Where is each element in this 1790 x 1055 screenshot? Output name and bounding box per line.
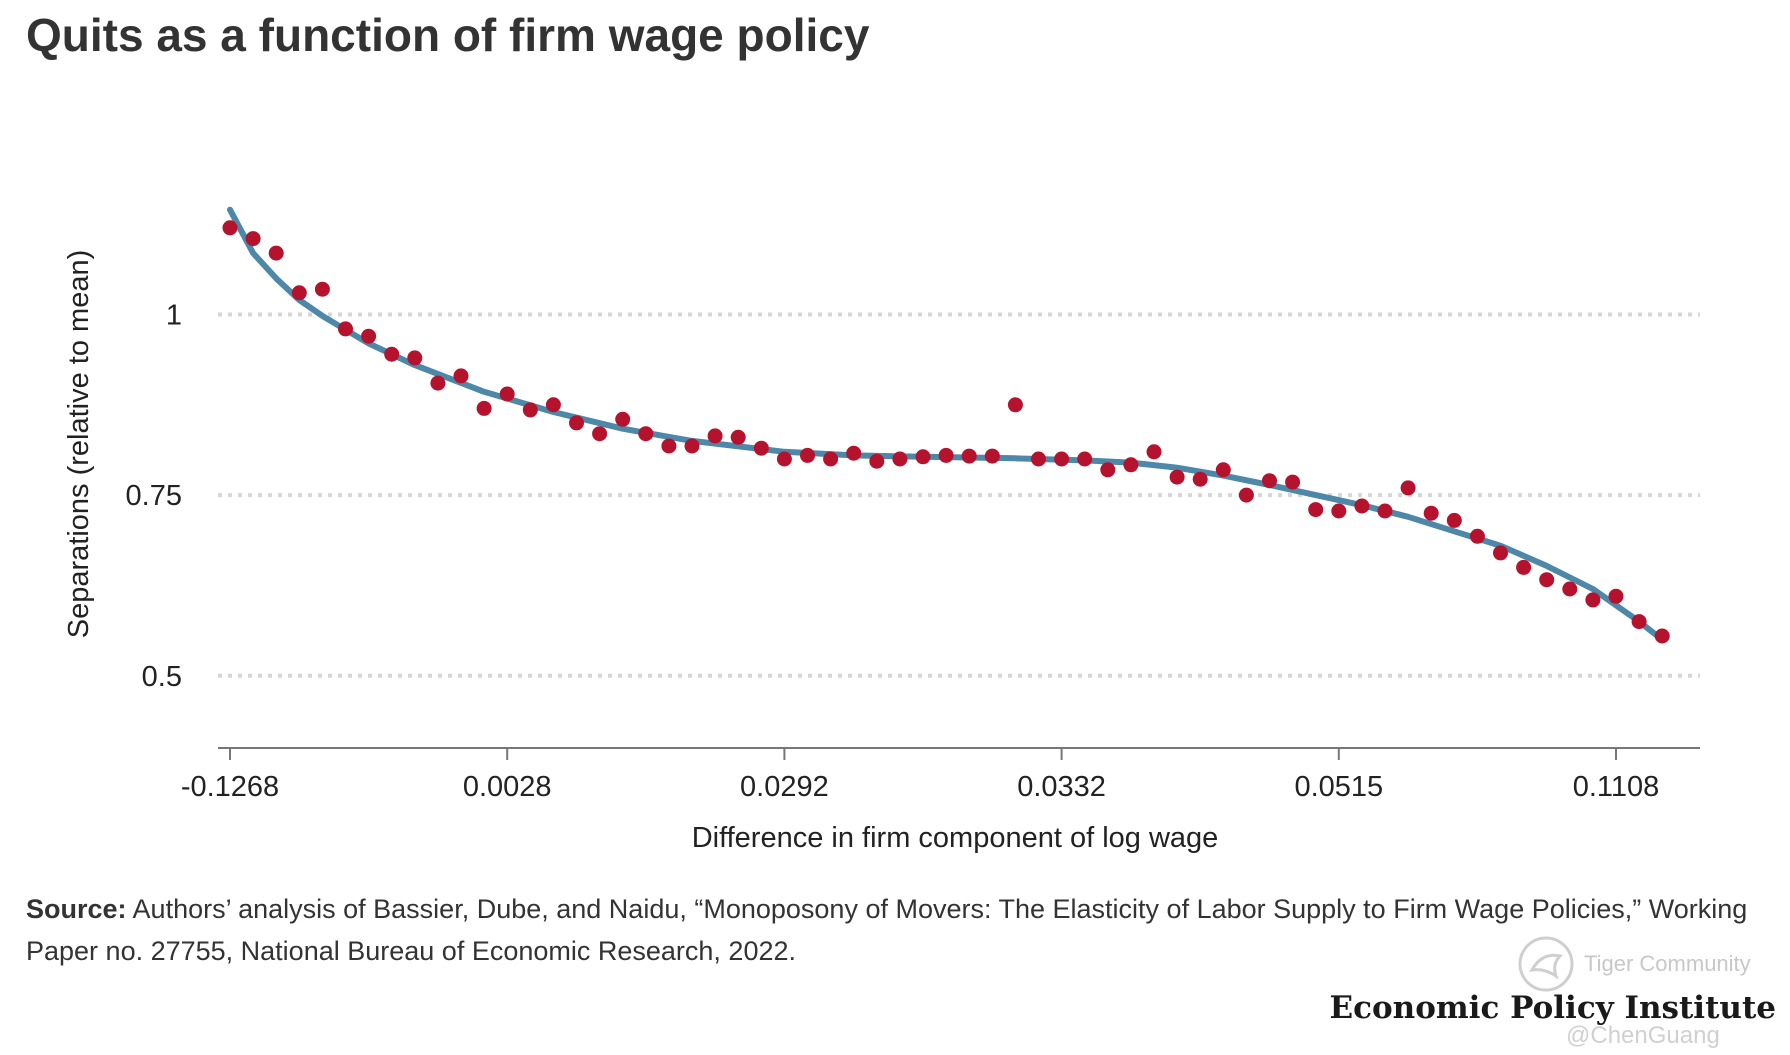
data-point [522, 402, 538, 418]
watermark: Tiger Community [1516, 934, 1751, 994]
data-point [1192, 471, 1208, 487]
data-point [338, 321, 353, 337]
data-point [800, 447, 815, 463]
data-point [268, 245, 284, 261]
data-point [753, 440, 769, 456]
fit-curve-group [227, 206, 1666, 643]
data-point [545, 397, 561, 413]
data-point [1054, 451, 1070, 467]
x-tick-label: 0.0515 [1294, 771, 1383, 803]
data-point [1608, 588, 1624, 604]
data-point [638, 426, 654, 442]
gridlines [218, 312, 1700, 678]
data-point [1238, 487, 1254, 503]
data-point [1285, 474, 1301, 490]
y-tick-label: 0.5 [142, 661, 182, 693]
x-axis-label: Difference in firm component of log wage [692, 822, 1219, 854]
data-point [499, 386, 515, 402]
data-point [1469, 528, 1485, 544]
x-tick-label: 0.0028 [463, 771, 552, 803]
y-axis-label: Separations (relative to mean) [63, 250, 95, 638]
data-point [1516, 559, 1532, 575]
data-point [592, 426, 608, 442]
data-point [1100, 462, 1116, 478]
data-point [476, 400, 492, 416]
source-text: Authors’ analysis of Bassier, Dube, and … [26, 894, 1748, 966]
data-point [1146, 444, 1162, 460]
data-point [776, 451, 792, 467]
data-point [915, 449, 931, 465]
data-point [569, 415, 584, 431]
data-point [846, 445, 862, 461]
data-point [1123, 457, 1139, 473]
data-point [361, 328, 377, 344]
data-point [1308, 502, 1324, 518]
data-point [1077, 451, 1093, 467]
x-axis: -0.1268 0.0028 0.0292 0.0332 0.0515 0.1108 [181, 747, 1700, 803]
data-point [1007, 397, 1023, 413]
data-point [707, 428, 723, 444]
data-point [314, 281, 330, 297]
data-point [892, 451, 908, 467]
data-point [453, 368, 469, 384]
data-point [245, 231, 261, 247]
data-point [661, 438, 677, 454]
data-point [1585, 592, 1601, 608]
data-point [222, 220, 238, 236]
data-point [1493, 545, 1508, 561]
data-point [291, 285, 307, 301]
data-point [1331, 503, 1347, 519]
x-tick-label: 0.0332 [1017, 771, 1106, 803]
data-point [1031, 451, 1046, 467]
data-point [938, 447, 954, 463]
data-point [1539, 572, 1555, 588]
data-point [961, 448, 977, 464]
fit-curve [227, 206, 1666, 643]
data-point [407, 350, 423, 366]
data-point [1354, 498, 1370, 514]
data-point [1262, 473, 1277, 489]
data-point [1400, 480, 1416, 496]
source-label: Source: [26, 894, 127, 924]
data-point [684, 438, 700, 454]
x-tick-label: 0.1108 [1573, 771, 1660, 803]
data-point [869, 453, 885, 469]
tiger-logo-icon [1518, 936, 1574, 992]
watermark-handle: @ChenGuang [1566, 1022, 1720, 1049]
data-point [984, 448, 1000, 464]
brand-logo: Economic Policy Institute [1329, 990, 1776, 1026]
data-point [1446, 512, 1462, 528]
data-point [1654, 628, 1670, 644]
data-point [1423, 505, 1439, 521]
y-tick-label: 0.75 [126, 480, 182, 512]
data-point [1377, 503, 1393, 519]
data-point [823, 451, 839, 467]
data-point [730, 429, 746, 445]
chart-svg: 1 0.75 0.5 -0.1268 0.0028 0.0292 0.0332 0.0515… [63, 206, 1700, 854]
scatter-points [222, 220, 1670, 644]
data-point [430, 375, 446, 391]
data-point [1169, 469, 1185, 485]
y-tick-label: 1 [166, 300, 182, 332]
x-tick-label: 0.0292 [740, 771, 829, 803]
watermark-name: Tiger Community [1584, 951, 1751, 976]
y-axis: 1 0.75 0.5 [126, 300, 182, 693]
data-point [1631, 614, 1647, 630]
data-point [384, 346, 400, 362]
chart-title: Quits as a function of firm wage policy [26, 9, 870, 61]
data-point [1215, 462, 1231, 478]
data-point [615, 411, 631, 427]
data-point [1562, 581, 1578, 597]
source-note: Source: Authors’ analysis of Bassier, Du… [26, 888, 1766, 972]
x-tick-label: -0.1268 [181, 771, 279, 803]
